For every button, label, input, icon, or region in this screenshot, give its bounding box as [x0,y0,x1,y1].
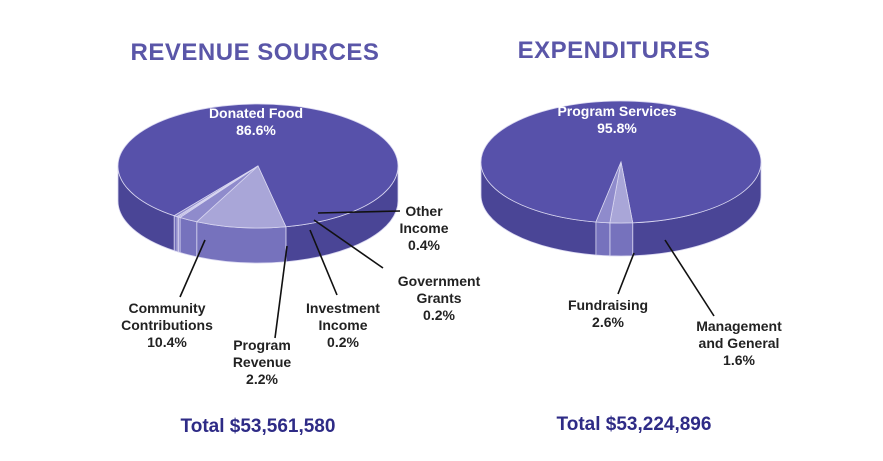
expenditures-management-and-general-slice [595,161,622,224]
expenditures-chart-title: EXPENDITURES [518,37,711,64]
expenditures-fundraising-side [609,222,634,257]
other-income-leader [317,210,401,214]
revenue-sources-donated-food-slice [117,103,399,228]
program-revenue-label: Program Revenue 2.2% [233,337,292,387]
revenue-sources-program-revenue-side [179,216,198,258]
other-income-label: Other Income 0.4% [399,203,448,253]
revenue-sources-other-income-side [173,215,178,253]
revenue-total: Total $53,561,580 [181,416,336,437]
fundraising-label: Fundraising 2.6% [568,297,648,330]
expenditures-total: Total $53,224,896 [557,414,712,435]
management-and-general-leader [664,239,715,317]
community-contributions-leader [179,239,206,298]
community-contributions-label: Community Contributions 10.4% [121,300,213,350]
investment-income-label: Investment Income 0.2% [306,300,380,350]
program-services-label: Program Services 95.8% [557,103,676,136]
donated-food-label: Donated Food 86.6% [209,105,303,138]
management-and-general-label: Management and General 1.6% [696,318,782,368]
government-grants-label: Government Grants 0.2% [398,273,481,323]
revenue-chart-title: REVENUE SOURCES [131,39,380,66]
revenue-sources-other-income-slice [173,165,259,218]
revenue-sources-community-contributions-slice [195,165,287,229]
expenditures-program-services-slice [480,100,762,224]
government-grants-leader [313,219,384,269]
investment-income-leader [309,229,338,296]
expenditures-management-and-general-side [595,221,611,257]
program-revenue-leader [274,245,288,339]
fundraising-leader [617,252,635,295]
